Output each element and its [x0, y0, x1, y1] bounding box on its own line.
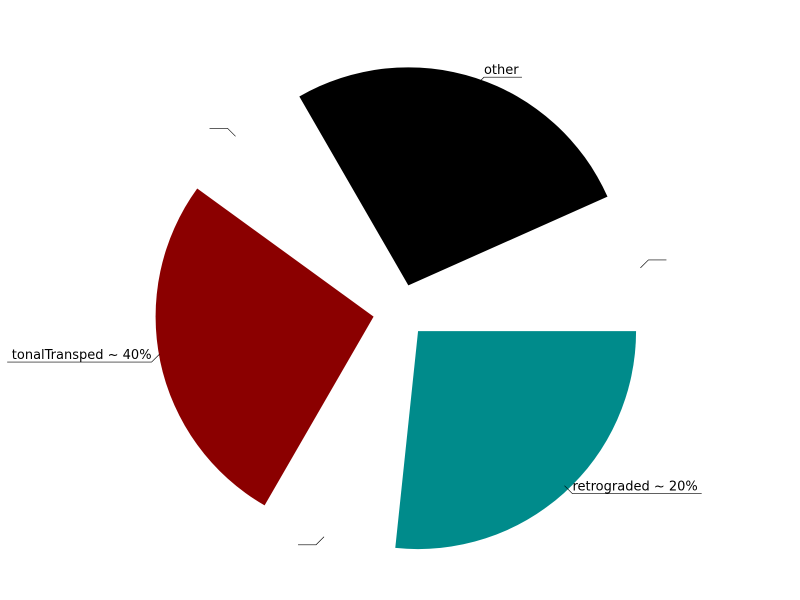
labels-layer: other tonalTransped ~ 40% retrograded ~ 20… [7, 63, 702, 546]
pie-slice-gap [282, 336, 392, 554]
pie-slice-other [299, 67, 608, 286]
slice-label-group: retrograded ~ 20% [564, 480, 702, 495]
label-leader-line [475, 76, 522, 86]
slice-label-group [298, 536, 325, 546]
label-leader-line [209, 128, 236, 137]
pie-slice-retrograded [395, 331, 637, 550]
slice-label: tonalTransped ~ 40% [12, 348, 152, 363]
slice-label-group: other [475, 63, 522, 86]
label-leader-line [564, 485, 702, 494]
slice-label-group: tonalTransped ~ 40% [7, 348, 160, 363]
slice-label: other [484, 63, 519, 78]
slice-label-group [640, 259, 667, 269]
label-leader-line [7, 353, 160, 363]
slice-label-group [209, 128, 236, 137]
label-leader-line [640, 259, 667, 269]
slice-label: retrograded ~ 20% [572, 480, 697, 495]
pie-slice-gap [426, 216, 645, 306]
pie-slice-gap [205, 102, 382, 291]
slices-layer [155, 67, 645, 554]
pie-slice-tonalTransped [155, 188, 374, 506]
label-leader-line [298, 536, 325, 546]
